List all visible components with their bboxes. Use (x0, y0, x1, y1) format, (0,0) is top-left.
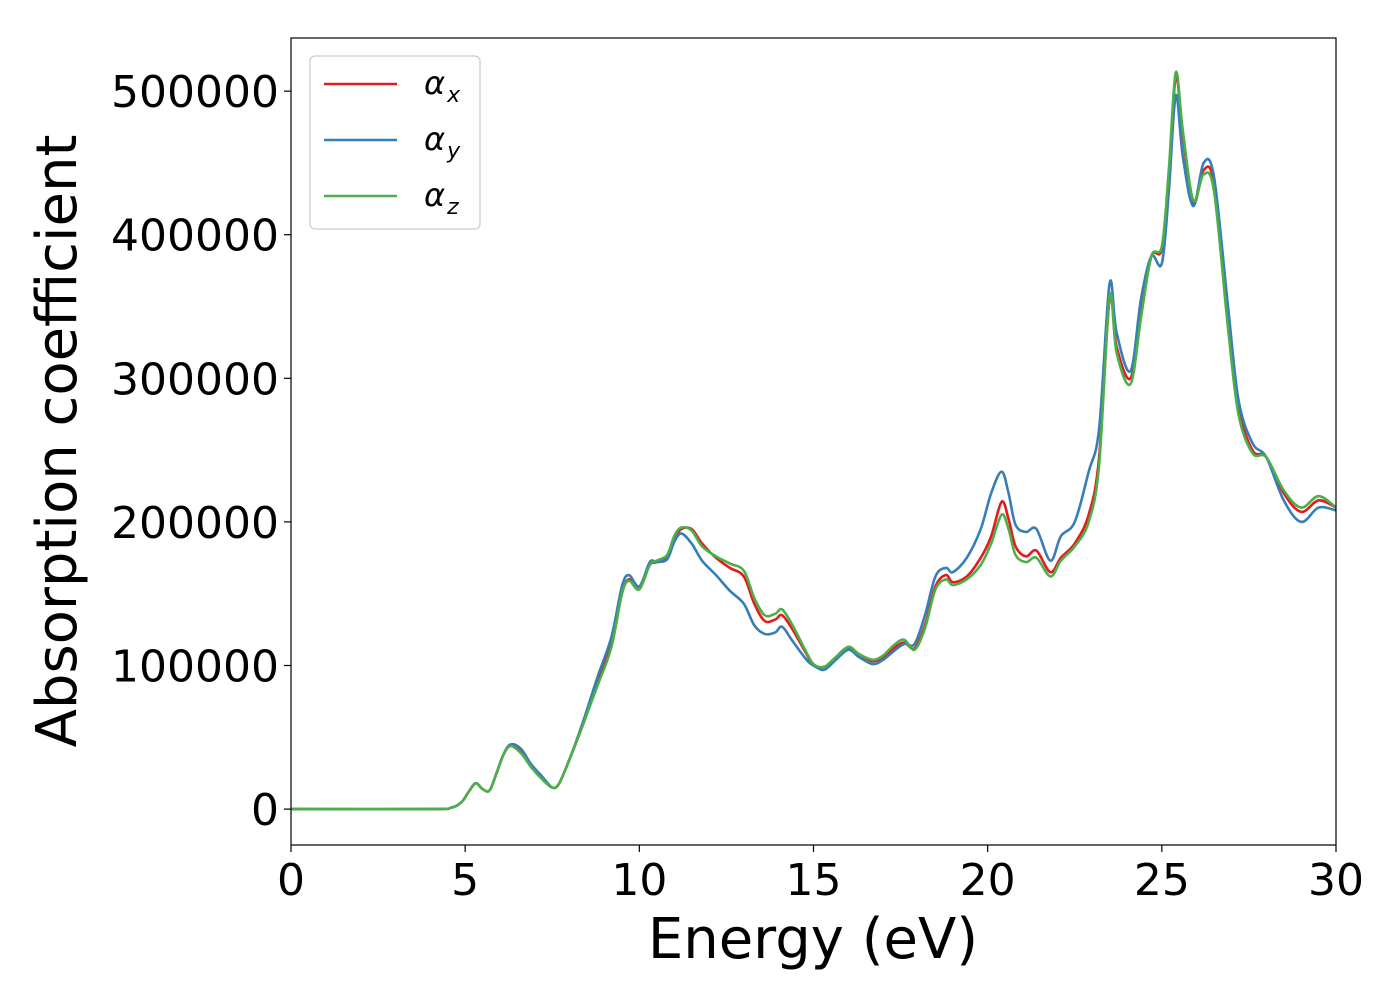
y-axis-title: Absorption coefficient (25, 135, 90, 748)
x-tick-label: 5 (451, 855, 479, 906)
legend: αx αy αz (309, 55, 481, 230)
legend-frame (309, 55, 481, 230)
y-tick-label: 100000 (111, 642, 279, 693)
legend-label-y: αy (424, 120, 461, 164)
legend-label-x: αx (424, 64, 461, 108)
y-tick-label: 400000 (111, 211, 279, 262)
y-tick-label: 200000 (111, 498, 279, 549)
x-tick-label: 10 (611, 855, 667, 906)
y-tick-label: 500000 (111, 67, 279, 118)
legend-label-z: αz (424, 176, 459, 220)
x-tick-label: 30 (1308, 855, 1364, 906)
x-axis: 0 5 10 15 20 25 30 (277, 845, 1364, 906)
y-axis: 0 100000 200000 300000 400000 500000 (111, 67, 291, 836)
x-tick-label: 15 (786, 855, 842, 906)
x-tick-label: 20 (960, 855, 1016, 906)
x-axis-title: Energy (eV) (648, 907, 978, 972)
x-tick-label: 25 (1134, 855, 1190, 906)
series-line-z (290, 70, 1337, 811)
y-tick-label: 0 (251, 785, 279, 836)
y-tick-label: 300000 (111, 354, 279, 405)
x-tick-label: 0 (277, 855, 305, 906)
series-layer (290, 70, 1337, 811)
